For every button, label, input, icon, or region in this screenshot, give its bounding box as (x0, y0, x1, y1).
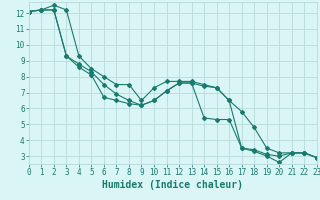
X-axis label: Humidex (Indice chaleur): Humidex (Indice chaleur) (102, 180, 243, 190)
